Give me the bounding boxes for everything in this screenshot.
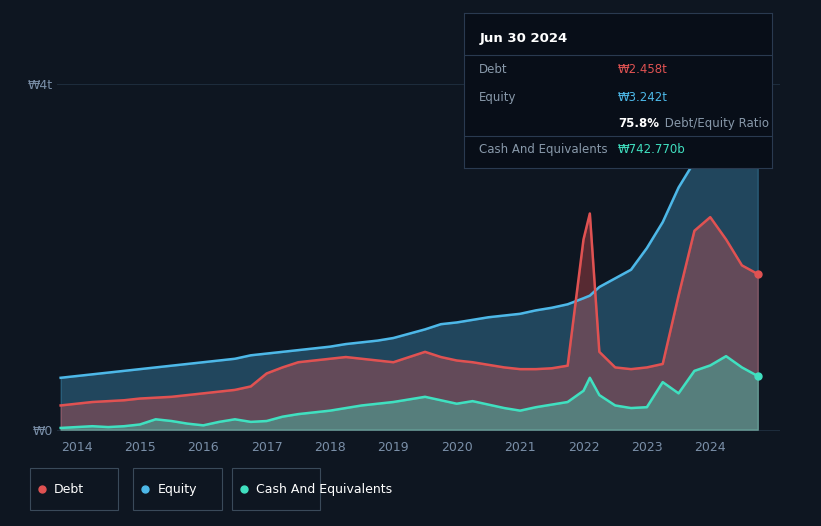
Text: ₩3.242t: ₩3.242t <box>617 91 667 104</box>
Text: Debt: Debt <box>479 63 508 76</box>
Text: ₩742.770b: ₩742.770b <box>617 144 686 157</box>
Text: Equity: Equity <box>479 91 516 104</box>
Text: Jun 30 2024: Jun 30 2024 <box>479 32 567 45</box>
Text: Cash And Equivalents: Cash And Equivalents <box>256 483 392 495</box>
Text: Cash And Equivalents: Cash And Equivalents <box>479 144 608 157</box>
Text: Debt: Debt <box>54 483 85 495</box>
Text: ₩2.458t: ₩2.458t <box>617 63 667 76</box>
Text: Equity: Equity <box>158 483 197 495</box>
Text: Debt/Equity Ratio: Debt/Equity Ratio <box>661 117 769 130</box>
Text: 75.8%: 75.8% <box>617 117 658 130</box>
